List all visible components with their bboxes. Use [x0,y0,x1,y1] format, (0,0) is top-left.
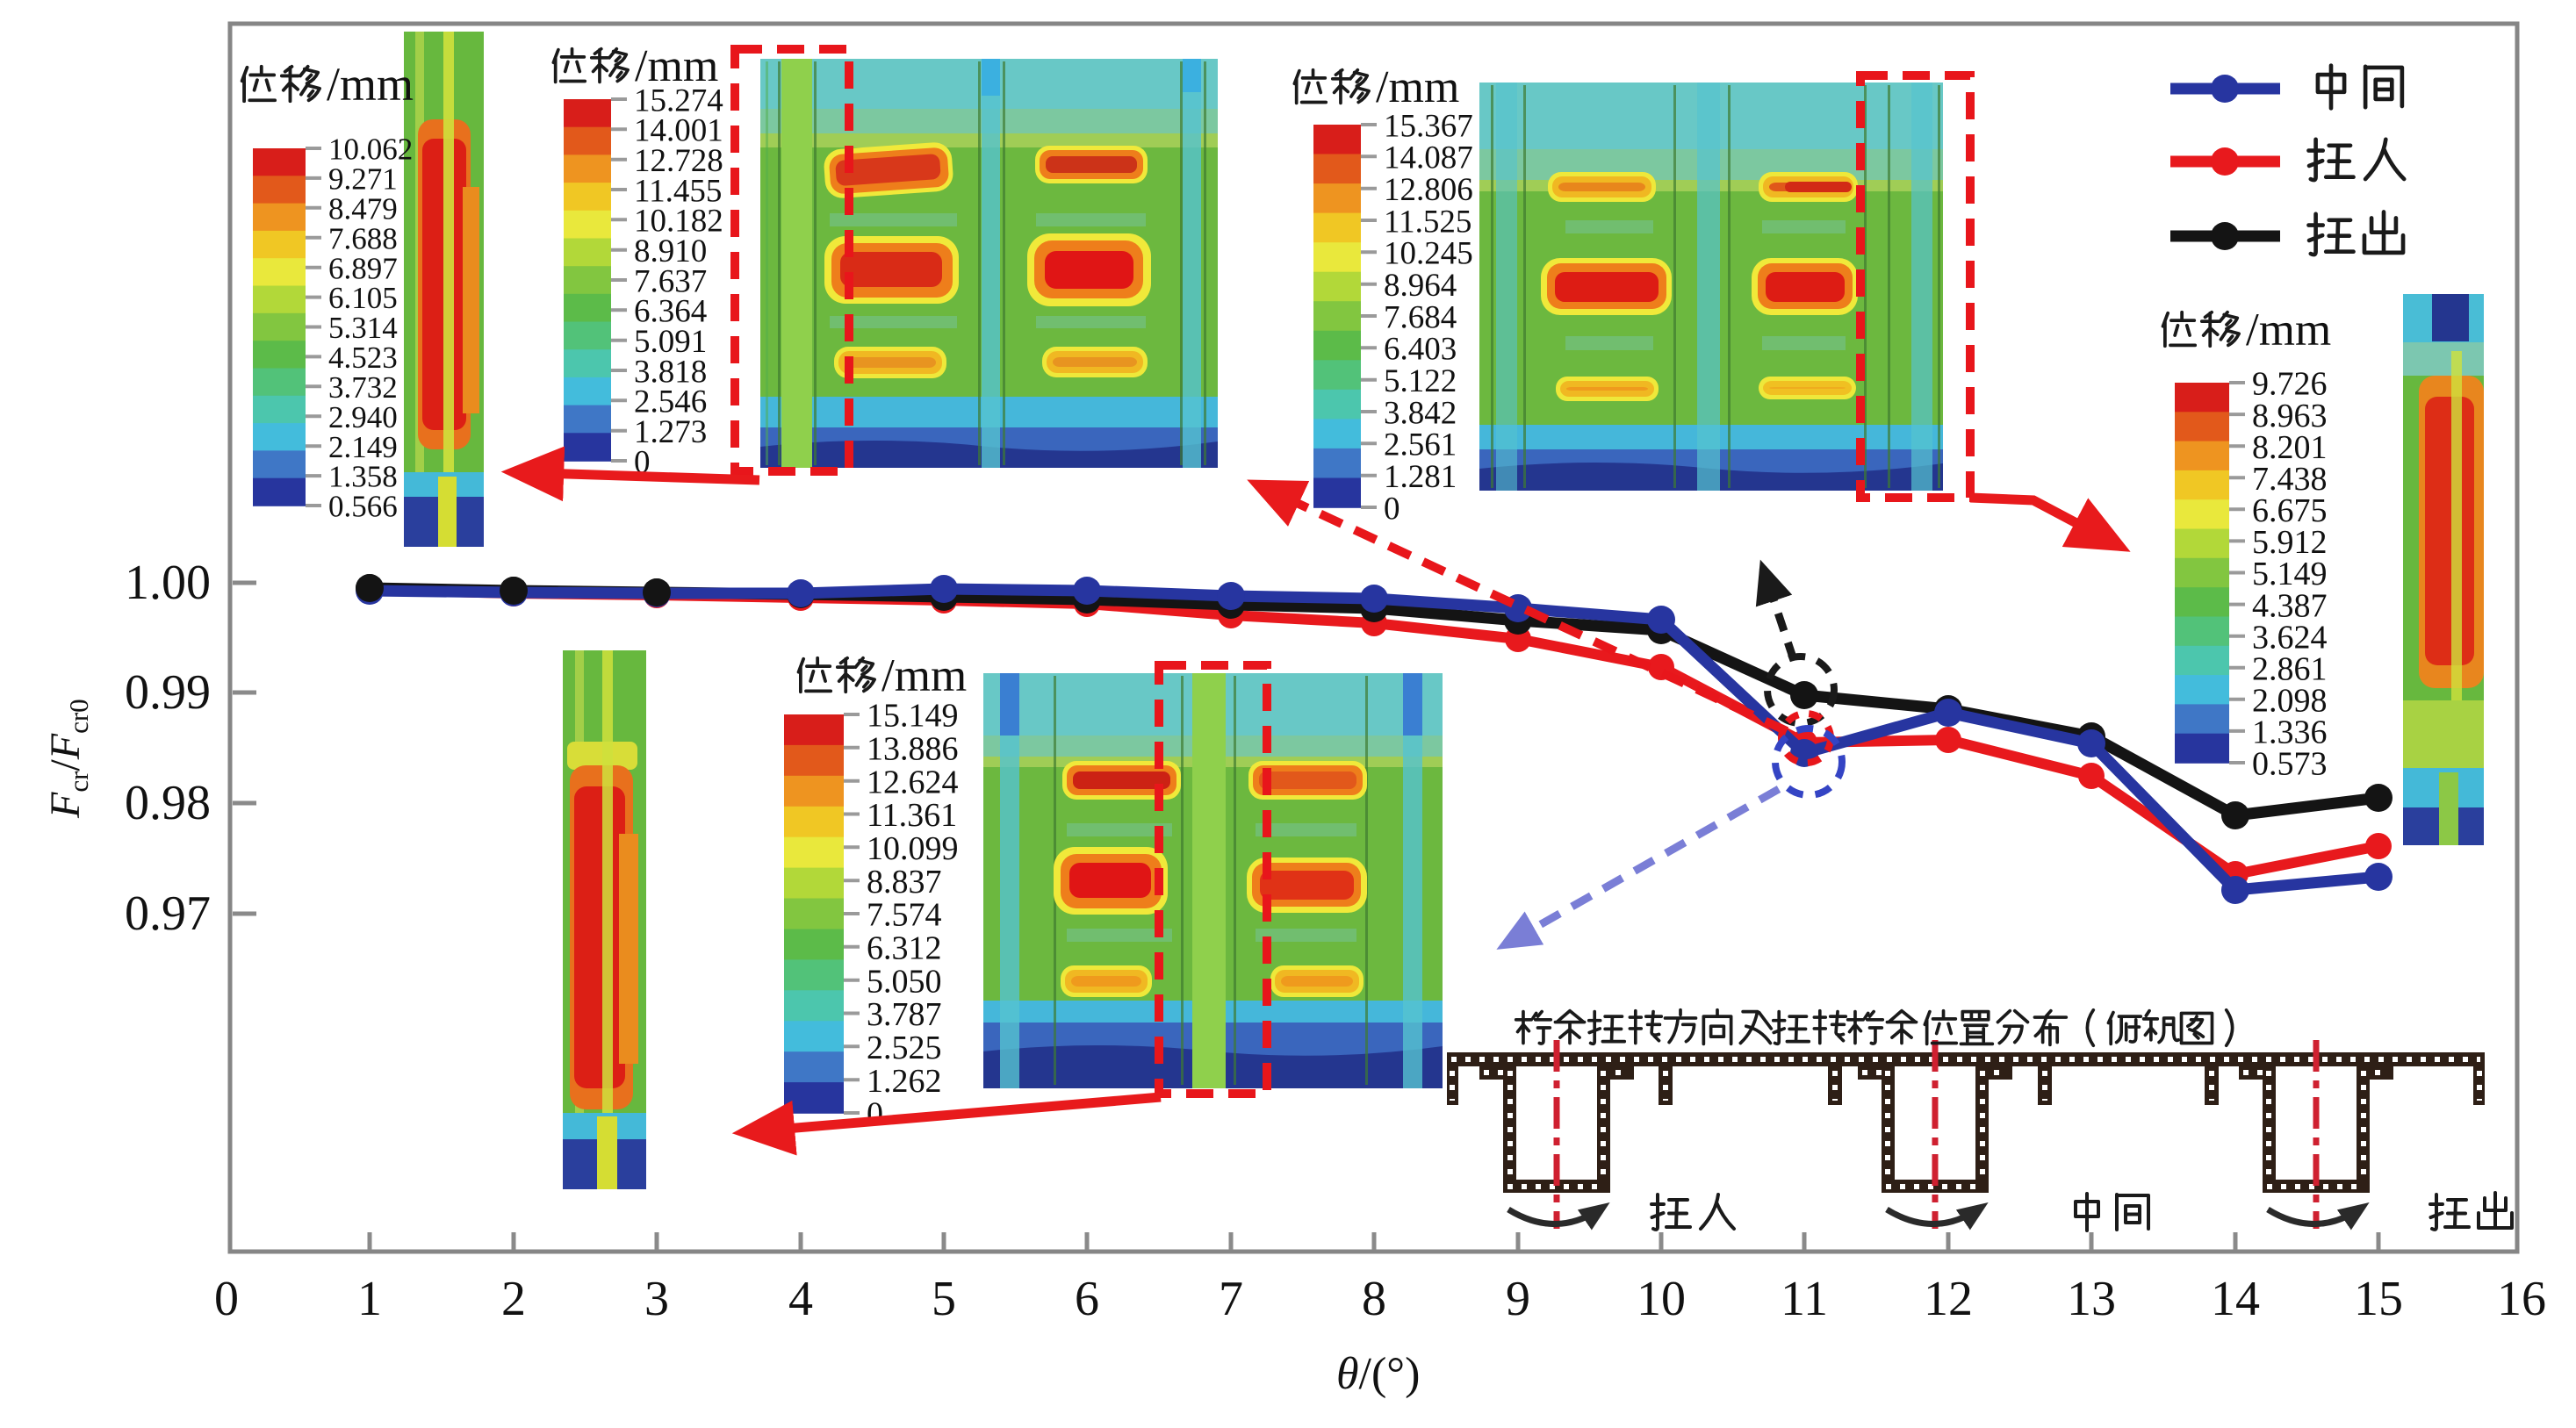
svg-text:16: 16 [2497,1272,2546,1326]
svg-text:7: 7 [1219,1272,1243,1326]
svg-text:10.062: 10.062 [328,133,413,167]
svg-text:14: 14 [2211,1272,2260,1326]
svg-text:θ/(°): θ/(°) [1336,1349,1420,1399]
svg-text:7.574: 7.574 [867,897,942,934]
svg-text:6.403: 6.403 [1384,332,1457,368]
svg-text:/mm: /mm [881,650,967,701]
svg-text:6.312: 6.312 [867,930,942,967]
svg-text:6.364: 6.364 [634,294,707,330]
svg-text:1.281: 1.281 [1384,459,1457,495]
svg-text:8.963: 8.963 [2252,398,2328,434]
svg-text:8.479: 8.479 [328,191,398,226]
svg-text:8.910: 8.910 [634,233,707,269]
svg-text:3.818: 3.818 [634,354,707,390]
svg-text:6: 6 [1075,1272,1099,1326]
svg-text:2.098: 2.098 [2252,683,2328,720]
svg-text:2.149: 2.149 [328,430,398,464]
svg-text:9: 9 [1506,1272,1530,1326]
svg-text:1.358: 1.358 [328,460,398,494]
svg-text:12.624: 12.624 [867,764,959,800]
svg-text:1.262: 1.262 [867,1063,942,1100]
svg-text:7.637: 7.637 [634,263,707,299]
svg-text:0: 0 [1384,491,1400,527]
svg-text:/mm: /mm [2246,305,2331,355]
svg-text:7.688: 7.688 [328,221,398,255]
svg-text:7.684: 7.684 [1384,299,1457,335]
svg-text:2.525: 2.525 [867,1030,942,1066]
svg-text:10.245: 10.245 [1384,236,1473,272]
svg-text:0.566: 0.566 [328,490,398,524]
svg-text:5.122: 5.122 [1384,363,1457,399]
svg-text:13.886: 13.886 [867,731,959,768]
svg-text:11.361: 11.361 [867,797,957,834]
svg-text:0.573: 0.573 [2252,746,2328,783]
svg-text:12.728: 12.728 [634,143,723,179]
svg-text:14.087: 14.087 [1384,140,1473,176]
svg-text:15: 15 [2354,1272,2403,1326]
svg-text:14.001: 14.001 [634,113,723,149]
svg-text:7.438: 7.438 [2252,461,2328,498]
svg-text:Fcr/Fcr0: Fcr/Fcr0 [42,699,94,819]
svg-text:11.455: 11.455 [634,173,722,209]
svg-text:2.561: 2.561 [1384,427,1457,463]
svg-text:3.624: 3.624 [2252,619,2328,656]
svg-text:5: 5 [932,1272,956,1326]
svg-text:3.842: 3.842 [1384,395,1457,431]
svg-text:4.523: 4.523 [328,341,398,375]
svg-text:10: 10 [1637,1272,1686,1326]
svg-text:15.274: 15.274 [634,83,723,118]
svg-text:8: 8 [1362,1272,1386,1326]
svg-text:0: 0 [214,1272,239,1326]
svg-text:4.387: 4.387 [2252,587,2328,624]
svg-text:0.99: 0.99 [125,665,211,720]
svg-text:10.182: 10.182 [634,204,723,240]
svg-text:3.732: 3.732 [328,370,398,405]
svg-text:11.525: 11.525 [1384,204,1471,240]
svg-text:3: 3 [644,1272,669,1326]
svg-text:8.201: 8.201 [2252,429,2328,466]
svg-text:8.837: 8.837 [867,864,942,901]
svg-text:15.367: 15.367 [1384,108,1473,144]
svg-text:5.912: 5.912 [2252,524,2328,561]
svg-text:1.336: 1.336 [2252,714,2328,751]
svg-text:1: 1 [357,1272,382,1326]
svg-text:12.806: 12.806 [1384,172,1473,208]
svg-text:1.00: 1.00 [125,556,211,610]
svg-text:11: 11 [1781,1272,1828,1326]
svg-text:15.149: 15.149 [867,698,959,735]
svg-text:2: 2 [501,1272,526,1326]
svg-text:/mm: /mm [1376,62,1459,112]
svg-text:9.271: 9.271 [328,162,398,197]
svg-text:0: 0 [867,1096,883,1133]
svg-text:13: 13 [2067,1272,2116,1326]
svg-text:6.897: 6.897 [328,251,398,285]
svg-text:5.050: 5.050 [867,963,942,1000]
svg-text:5.314: 5.314 [328,311,398,345]
svg-text:2.861: 2.861 [2252,650,2328,687]
svg-text:1.273: 1.273 [634,414,707,450]
svg-text:0.97: 0.97 [125,886,211,941]
svg-text:4: 4 [788,1272,813,1326]
svg-text:8.964: 8.964 [1384,268,1457,304]
svg-text:0.98: 0.98 [125,776,211,830]
svg-text:/mm: /mm [635,41,718,91]
svg-text:2.546: 2.546 [634,384,707,420]
svg-text:6.105: 6.105 [328,281,398,315]
svg-text:5.091: 5.091 [634,324,707,360]
svg-text:/mm: /mm [327,58,414,111]
svg-text:10.099: 10.099 [867,830,959,867]
svg-text:6.675: 6.675 [2252,492,2328,529]
svg-text:9.726: 9.726 [2252,366,2328,403]
svg-text:2.940: 2.940 [328,400,398,434]
svg-text:3.787: 3.787 [867,996,942,1033]
svg-text:5.149: 5.149 [2252,556,2328,592]
svg-text:12: 12 [1924,1272,1973,1326]
